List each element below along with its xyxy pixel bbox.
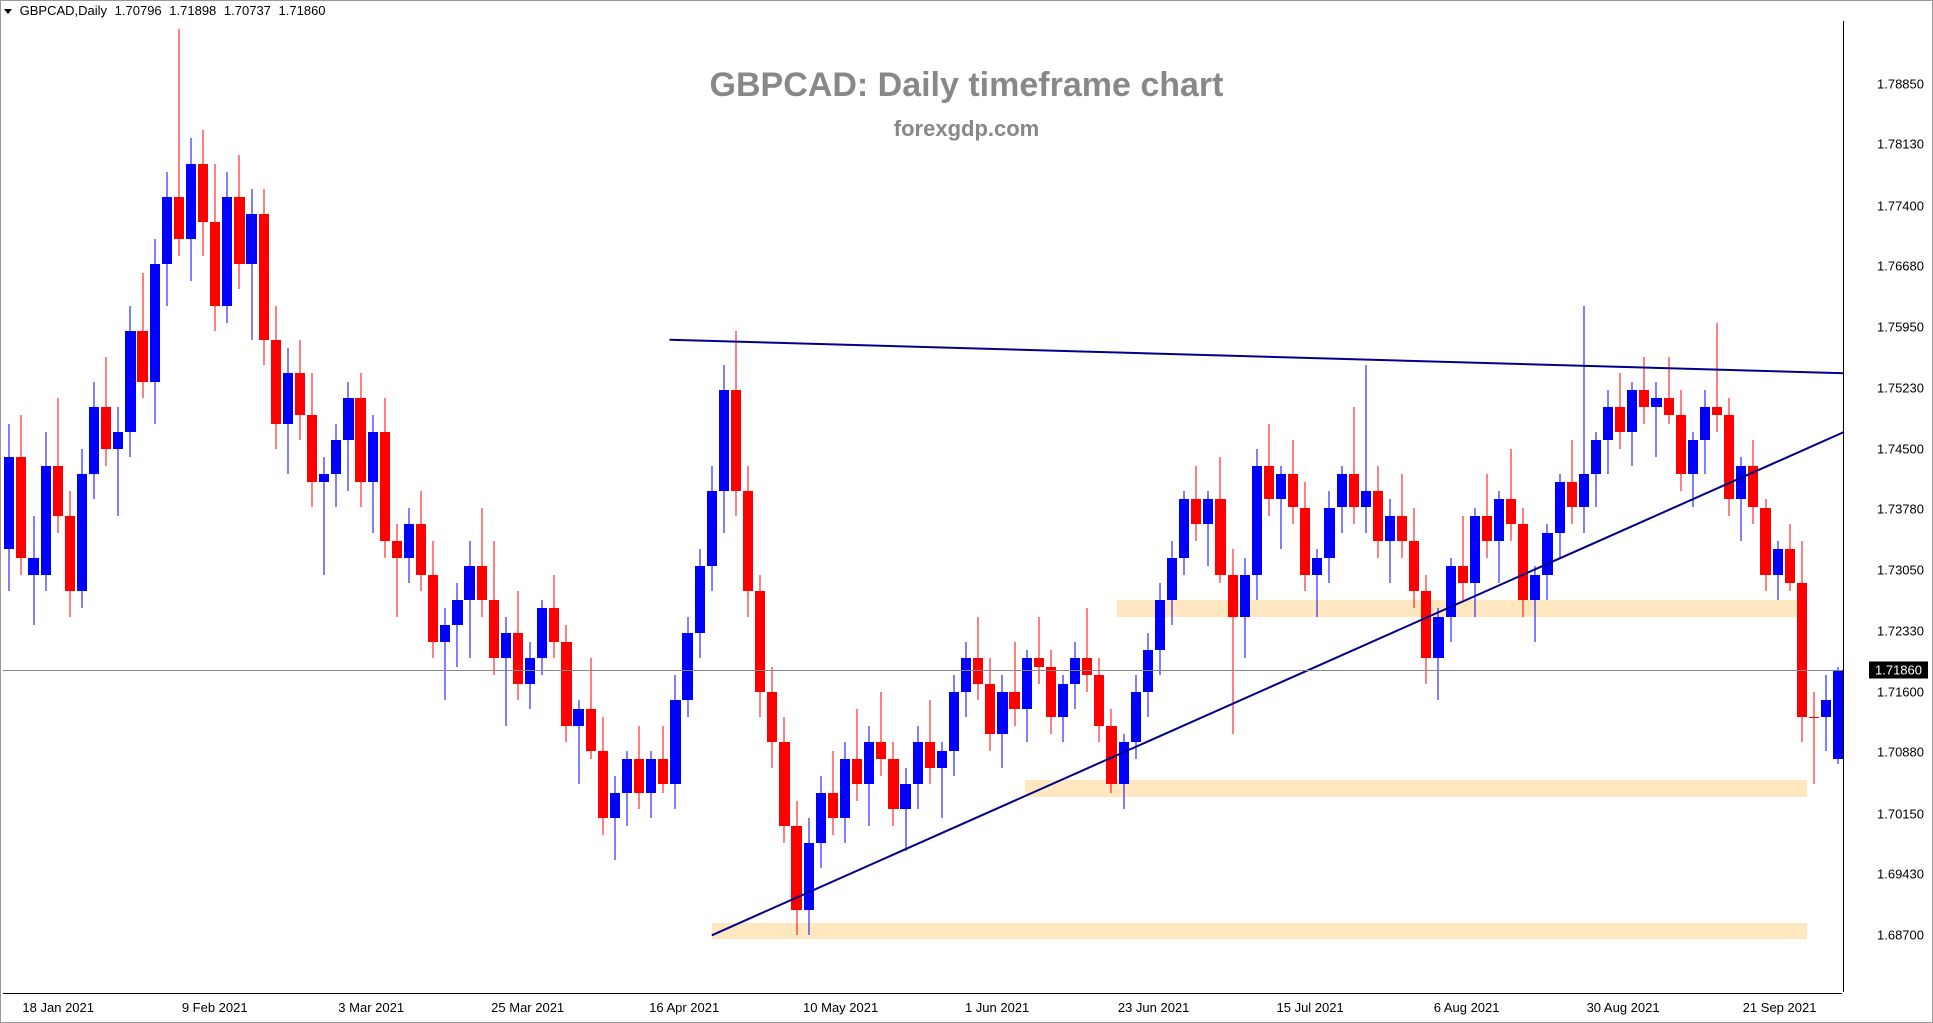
y-axis: 1.68700 1.69430 1.70150 1.70880 1.71600 1.723…: [1843, 21, 1932, 992]
current-price-line: [3, 670, 1842, 671]
dropdown-icon[interactable]: [4, 9, 12, 14]
x-tick-label: 30 Aug 2021: [1587, 1000, 1660, 1015]
symbol-label: GBPCAD,Daily: [20, 3, 107, 18]
current-price-tag: 1.71860: [1869, 662, 1928, 679]
y-tick-label: 1.73050: [1877, 563, 1924, 578]
x-tick-label: 21 Sep 2021: [1743, 1000, 1817, 1015]
chart-header: GBPCAD,Daily 1.70796 1.71898 1.70737 1.7…: [4, 3, 330, 18]
x-tick-label: 3 Mar 2021: [338, 1000, 404, 1015]
y-tick-label: 1.75230: [1877, 380, 1924, 395]
y-tick-label: 1.72330: [1877, 623, 1924, 638]
y-tick-label: 1.75950: [1877, 320, 1924, 335]
x-tick-label: 10 May 2021: [803, 1000, 878, 1015]
x-tick-label: 9 Feb 2021: [182, 1000, 248, 1015]
y-tick-label: 1.78850: [1877, 76, 1924, 91]
y-tick-label: 1.73780: [1877, 502, 1924, 517]
y-tick-label: 1.71600: [1877, 685, 1924, 700]
x-tick-label: 18 Jan 2021: [22, 1000, 94, 1015]
x-tick-label: 25 Mar 2021: [491, 1000, 564, 1015]
x-tick-label: 16 Apr 2021: [649, 1000, 719, 1015]
ohlc-h: 1.71898: [169, 3, 216, 18]
x-axis: 18 Jan 2021 9 Feb 2021 3 Mar 2021 25 Mar 20…: [3, 993, 1842, 1022]
x-tick-label: 23 Jun 2021: [1118, 1000, 1190, 1015]
plot-area[interactable]: [3, 21, 1842, 992]
trendlines-layer: [3, 21, 1844, 994]
ohlc-c: 1.71860: [279, 3, 326, 18]
ohlc-o: 1.70796: [115, 3, 162, 18]
y-tick-label: 1.77400: [1877, 198, 1924, 213]
x-tick-label: 6 Aug 2021: [1434, 1000, 1500, 1015]
chart-container: GBPCAD,Daily 1.70796 1.71898 1.70737 1.7…: [0, 0, 1933, 1023]
ohlc-l: 1.70737: [224, 3, 271, 18]
y-tick-label: 1.74500: [1877, 441, 1924, 456]
x-tick-label: 1 Jun 2021: [965, 1000, 1029, 1015]
y-tick-label: 1.76680: [1877, 258, 1924, 273]
y-tick-label: 1.70880: [1877, 745, 1924, 760]
y-tick-label: 1.69430: [1877, 867, 1924, 882]
y-tick-label: 1.68700: [1877, 928, 1924, 943]
y-tick-label: 1.78130: [1877, 137, 1924, 152]
x-tick-label: 15 Jul 2021: [1276, 1000, 1343, 1015]
y-tick-label: 1.70150: [1877, 806, 1924, 821]
